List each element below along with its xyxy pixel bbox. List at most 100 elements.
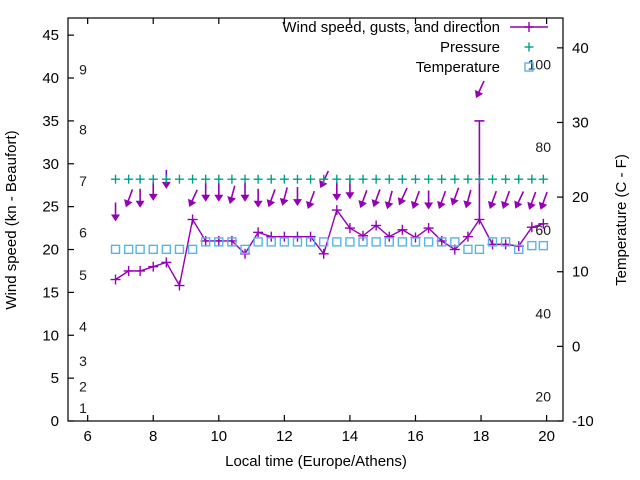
- legend-plus-sample: [524, 22, 534, 32]
- temperature-point: [332, 237, 342, 247]
- beaufort-label: 7: [79, 173, 87, 189]
- wind-speed-line: [115, 208, 544, 288]
- temperature-series: [110, 237, 549, 255]
- temperature-point: [240, 244, 250, 255]
- wind-speed-point: [174, 280, 185, 291]
- pressure-point: [319, 174, 329, 184]
- legend-label-2: Temperature: [416, 59, 500, 76]
- wind-speed-point: [266, 231, 277, 242]
- pressure-point: [527, 174, 537, 184]
- x-axis-title: Local time (Europe/Athens): [225, 453, 407, 470]
- temperature-point: [397, 237, 408, 247]
- y-tick-label: 5: [51, 370, 59, 387]
- wind-direction-arrow: [214, 182, 224, 202]
- temperature-point: [463, 244, 473, 255]
- beaufort-label: 6: [79, 224, 87, 240]
- y-tick-label: 35: [42, 113, 59, 130]
- temperature-point: [318, 237, 329, 247]
- y-tick-label: 25: [42, 199, 59, 216]
- legend-plus-sample: [524, 42, 534, 52]
- wind-direction-arrow: [227, 185, 236, 205]
- pressure-point: [161, 174, 171, 184]
- x-tick-label: 20: [538, 428, 555, 445]
- wind-direction-arrow: [538, 191, 548, 210]
- wind-direction-arrow: [201, 182, 211, 202]
- wind-direction-arrow: [332, 181, 342, 201]
- y2-tick-label: -10: [572, 413, 594, 430]
- pressure-point: [384, 174, 394, 184]
- beaufort-scale-labels: 1 2 3 4 5 6 7 8 9: [79, 61, 87, 416]
- beaufort-label: 2: [79, 379, 87, 395]
- wind-speed-point: [358, 230, 369, 241]
- x-tick-label: 18: [473, 428, 490, 445]
- wind-speed-point: [148, 261, 159, 272]
- temperature-point: [227, 237, 237, 247]
- legend-label-1: Pressure: [440, 39, 500, 56]
- temperature-point: [174, 244, 185, 255]
- wind-speed-point: [371, 220, 382, 231]
- wind-direction-arrow: [111, 202, 121, 222]
- y-axis-ticks-left: 0 5 10 15 20 25 30 35 40 45: [42, 27, 74, 430]
- x-tick-label: 8: [149, 428, 157, 445]
- pressure-point: [345, 174, 355, 184]
- legend-label-0: Wind speed, gusts, and direction: [282, 19, 500, 36]
- wind-direction-arrow: [188, 189, 198, 208]
- x-tick-label: 16: [407, 428, 424, 445]
- y-tick-label: 30: [42, 156, 59, 173]
- wind-direction-arrow: [501, 190, 511, 210]
- wind-speed-point: [384, 231, 395, 242]
- wind-speed-point: [279, 231, 290, 242]
- wind-direction-arrow: [306, 190, 316, 210]
- temperature-point: [410, 237, 421, 247]
- temperature-point: [527, 240, 537, 251]
- wind-direction-arrow: [397, 187, 408, 206]
- plot-frame: [67, 17, 564, 422]
- temperature-point: [500, 237, 511, 247]
- pressure-point: [332, 174, 342, 184]
- y-tick-label: 15: [42, 284, 59, 301]
- temperature-point: [514, 244, 524, 255]
- temperature-point: [450, 237, 460, 247]
- y-axis-title-right: Temperature (C - F): [613, 154, 630, 286]
- wind-direction-arrow: [135, 188, 145, 208]
- y2-tick-label: 30: [572, 114, 589, 131]
- pressure-point: [514, 174, 524, 184]
- pressure-point: [424, 174, 434, 184]
- pressure-point: [450, 174, 460, 184]
- x-tick-label: 12: [276, 428, 293, 445]
- wind-direction-arrow: [292, 187, 302, 207]
- wind-direction-arrow: [474, 80, 485, 99]
- wind-direction-arrow: [487, 190, 498, 210]
- pressure-point: [227, 174, 237, 184]
- wind-speed-point: [538, 218, 549, 229]
- fahrenheit-label: 60: [535, 222, 551, 238]
- fahrenheit-label: 40: [535, 306, 551, 322]
- temperature-point: [437, 237, 447, 247]
- x-tick-label: 14: [342, 428, 359, 445]
- beaufort-label: 1: [79, 400, 87, 416]
- temperature-point: [161, 244, 172, 255]
- wind-speed-point: [305, 231, 316, 242]
- temperature-point: [371, 237, 381, 247]
- wind-direction-arrow: [527, 191, 537, 210]
- beaufort-label: 8: [79, 121, 87, 137]
- pressure-point: [253, 174, 263, 184]
- pressure-point: [135, 174, 145, 184]
- pressure-point: [474, 174, 484, 184]
- wind-direction-arrow: [240, 182, 250, 202]
- wind-speed-point: [161, 257, 172, 268]
- wind-direction-arrow: [437, 190, 447, 210]
- wind-speed-point: [462, 231, 473, 242]
- pressure-point: [358, 174, 368, 184]
- wind-direction-arrow: [384, 190, 394, 210]
- pressure-point: [371, 174, 381, 184]
- y2-tick-label: 20: [572, 189, 589, 206]
- pressure-point: [201, 174, 211, 184]
- pressure-point: [538, 174, 548, 184]
- wind-direction-arrow: [371, 189, 381, 208]
- pressure-point: [501, 174, 511, 184]
- temperature-point: [487, 237, 498, 247]
- temperature-point: [305, 237, 316, 247]
